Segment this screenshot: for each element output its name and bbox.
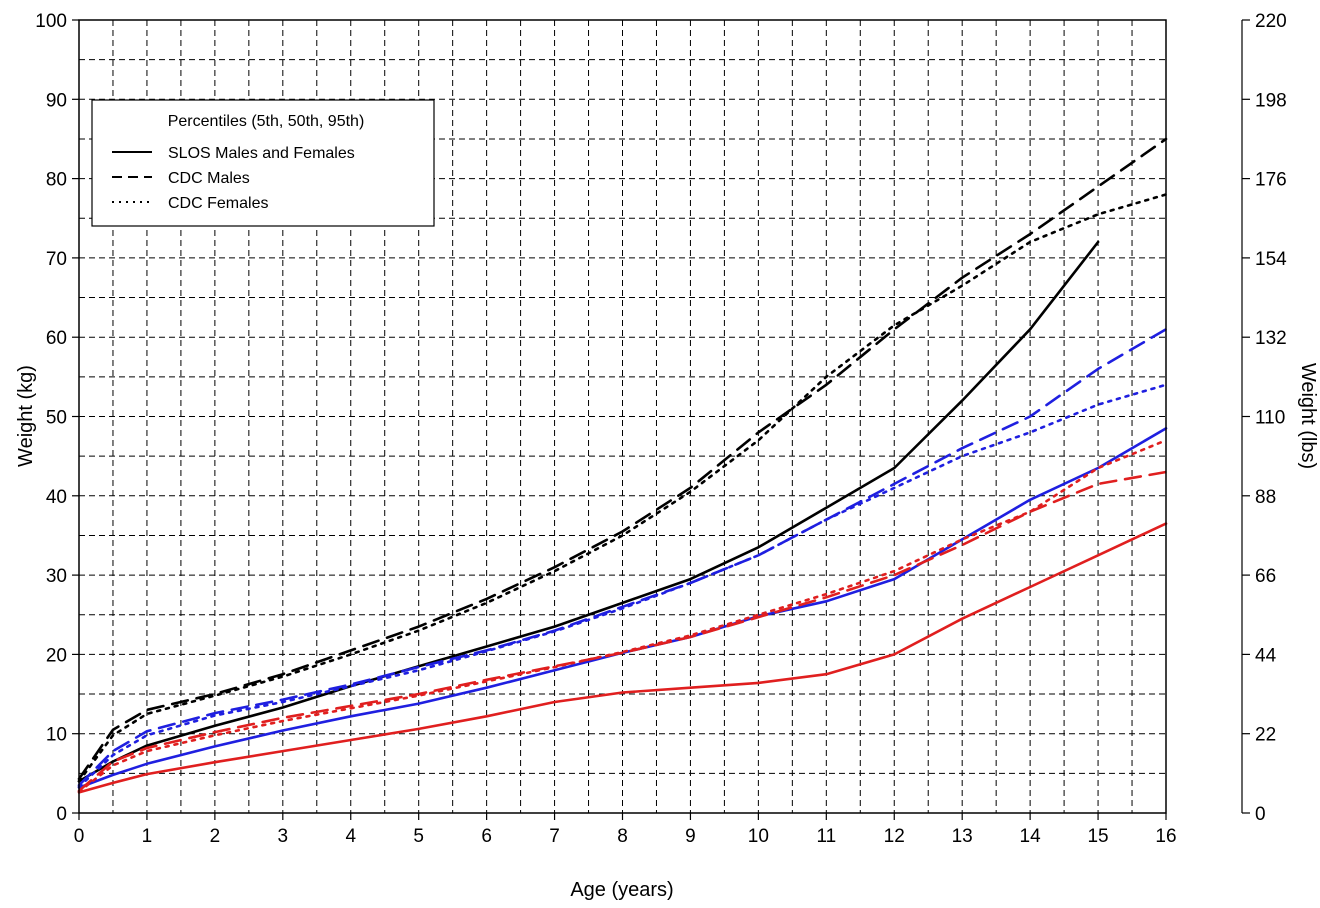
series-line-cdc-males-50th [77,327,1168,787]
y-right-tick-label: 220 [1255,11,1287,32]
x-tick-label: 4 [345,826,356,847]
y-right-tick-label: 0 [1255,804,1266,825]
legend-entry-cdc-males: CDC Males [168,170,250,187]
x-tick-label: 0 [74,826,85,847]
series-line-slos-males-and-females-95th [77,240,1100,783]
x-tick-label: 15 [1087,826,1108,847]
y-left-tick-label: 20 [46,645,67,666]
y-left-tick-label: 100 [35,11,67,32]
y-right-tick-label: 154 [1255,249,1287,270]
series-line-cdc-females-95th [77,193,1168,783]
y-left-tick-label: 60 [46,328,67,349]
series-line-cdc-females-50th [77,383,1168,789]
x-tick-label: 13 [952,826,973,847]
x-tick-label: 10 [748,826,769,847]
x-tick-label: 5 [413,826,424,847]
x-tick-label: 7 [549,826,560,847]
x-tick-label: 2 [210,826,221,847]
y-left-tick-label: 90 [46,90,67,111]
y-right-tick-label: 44 [1255,645,1277,666]
series-line-slos-males-and-females-5th [77,522,1168,794]
x-tick-label: 11 [816,826,836,847]
legend-box [91,99,435,227]
y-left-tick-label: 10 [46,725,67,746]
y-right-tick-label: 110 [1255,408,1285,429]
y-axis-right-ticks: 0 22 44 66 88 110 132 154 176 198 220 [1241,11,1287,825]
y-left-tick-label: 0 [56,804,67,825]
y-left-tick-label: 50 [46,408,67,429]
x-tick-label: 3 [278,826,289,847]
y-right-tick-label: 22 [1255,725,1276,746]
y-left-tick-label: 40 [46,487,67,508]
x-tick-label: 8 [617,826,628,847]
y-right-tick-label: 132 [1255,328,1287,349]
legend-entry-slos: SLOS Males and Females [168,145,355,162]
x-axis-ticks: 0 1 2 3 4 5 6 7 8 9 10 11 12 13 14 15 16 [74,813,1177,847]
y-right-tick-label: 198 [1255,90,1287,111]
legend-title: Percentiles (5th, 50th, 95th) [168,113,365,130]
legend: Percentiles (5th, 50th, 95th) SLOS Males… [91,99,435,227]
series-line-cdc-females-5th [77,438,1168,793]
legend-entry-cdc-females: CDC Females [168,195,268,212]
series-lines [77,137,1168,794]
y-left-tick-label: 80 [46,170,67,191]
y-right-tick-label: 66 [1255,566,1276,587]
series-line-cdc-males-95th [77,137,1168,781]
y-axis-left-title: Weight (kg) [15,365,37,467]
x-tick-label: 9 [685,826,696,847]
y-left-tick-label: 30 [46,566,67,587]
y-right-tick-label: 88 [1255,487,1276,508]
x-tick-label: 1 [142,826,153,847]
x-tick-label: 12 [884,826,905,847]
y-axis-left-ticks: 0 10 20 30 40 50 60 70 80 90 100 [35,11,79,825]
y-right-tick-label: 176 [1255,170,1287,191]
x-tick-label: 14 [1020,826,1042,847]
y-left-tick-label: 70 [46,249,67,270]
series-line-slos-males-and-females-50th [77,427,1168,789]
grid [79,20,1166,813]
x-tick-label: 16 [1155,826,1176,847]
x-tick-label: 6 [481,826,492,847]
x-axis-title: Age (years) [570,879,673,901]
y-axis-right-title: Weight (lbs) [1297,363,1319,469]
